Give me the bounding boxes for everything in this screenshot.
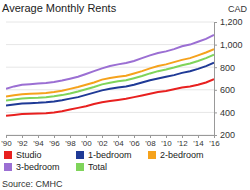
x-tick-mark [214, 135, 215, 138]
legend-swatch [4, 163, 12, 171]
y-tick-mark [214, 45, 217, 46]
x-tick: '02 [97, 135, 108, 148]
y-tick-label: 200 [220, 130, 235, 140]
legend-swatch [148, 151, 156, 159]
x-tick-mark [86, 135, 87, 138]
x-tick-mark [134, 135, 135, 138]
y-axis-label: CAD [228, 4, 248, 14]
x-tick-label: '08 [145, 139, 156, 148]
y-axis: 200 400 600 800 1,000 1,200 [214, 17, 243, 140]
legend-item: Studio [4, 150, 42, 160]
x-axis-line [7, 136, 215, 139]
x-tick: '90 [1, 135, 12, 148]
y-tick: 800 [214, 63, 235, 73]
x-tick-label: '00 [81, 139, 92, 148]
x-tick-label: '10 [161, 139, 172, 148]
x-tick-label: '14 [193, 139, 204, 148]
plot-area [6, 35, 214, 116]
x-tick-mark [118, 135, 119, 138]
y-tick: 600 [214, 85, 235, 95]
x-tick-label: '96 [49, 139, 60, 148]
x-tick: '08 [145, 135, 156, 148]
legend-item: 2-bedroom [148, 150, 204, 160]
y-tick: 1,200 [214, 17, 243, 27]
x-tick-label: '98 [65, 139, 76, 148]
x-tick-label: '06 [129, 139, 140, 148]
legend-label: 2-bedroom [160, 150, 204, 160]
x-tick-mark [38, 135, 39, 138]
series-line [6, 49, 214, 96]
x-axis: '90 '92 '94 '96 '98 '00 '02 '04 '06 '08 '10 '12 '14 '… [1, 135, 220, 148]
legend-item: Total [76, 162, 107, 172]
x-tick-mark [150, 135, 151, 138]
x-tick-mark [102, 135, 103, 138]
x-tick: '98 [65, 135, 76, 148]
y-tick-mark [214, 67, 217, 68]
legend-swatch [4, 151, 12, 159]
legend-swatch [76, 151, 84, 159]
x-tick-label: '90 [1, 139, 12, 148]
chart: Average Monthly Rents CAD 200 400 600 800 1,00… [0, 0, 250, 190]
x-tick-label: '92 [17, 139, 28, 148]
x-tick: '12 [177, 135, 188, 148]
x-tick: '16 [209, 135, 220, 148]
x-tick: '92 [17, 135, 28, 148]
legend-label: Studio [16, 150, 42, 160]
grid [6, 22, 214, 135]
y-tick: 1,000 [214, 40, 243, 50]
y-tick-mark [214, 112, 217, 113]
legend-item: 3-bedroom [4, 162, 60, 172]
x-tick-mark [182, 135, 183, 138]
y-tick-mark [214, 90, 217, 91]
y-tick-mark [214, 22, 217, 23]
legend-label: 1-bedroom [88, 150, 132, 160]
y-tick-label: 1,200 [220, 17, 243, 27]
title: Average Monthly Rents [2, 2, 117, 14]
series-line [6, 35, 214, 89]
legend-label: 3-bedroom [16, 162, 60, 172]
x-tick-mark [22, 135, 23, 138]
x-tick-label: '04 [113, 139, 124, 148]
x-tick-mark [6, 135, 7, 138]
y-tick-label: 600 [220, 85, 235, 95]
x-tick-label: '16 [209, 139, 220, 148]
x-tick-mark [70, 135, 71, 138]
x-tick-label: '12 [177, 139, 188, 148]
legend-label: Total [88, 162, 107, 172]
y-tick: 400 [214, 108, 235, 118]
x-tick: '14 [193, 135, 204, 148]
x-tick-mark [166, 135, 167, 138]
source: Source: CMHC [2, 179, 63, 189]
y-tick-label: 400 [220, 108, 235, 118]
x-tick: '94 [33, 135, 44, 148]
legend-item: 1-bedroom [76, 150, 132, 160]
x-tick-label: '02 [97, 139, 108, 148]
x-tick: '96 [49, 135, 60, 148]
x-tick: '04 [113, 135, 124, 148]
legend: Studio 1-bedroom 2-bedroom 3-bedroom Total [4, 150, 204, 172]
grid-line [6, 44, 214, 45]
legend-swatch [76, 163, 84, 171]
grid-line [6, 22, 214, 23]
x-tick: '06 [129, 135, 140, 148]
x-tick-mark [54, 135, 55, 138]
x-tick: '00 [81, 135, 92, 148]
x-tick: '10 [161, 135, 172, 148]
x-tick-mark [198, 135, 199, 138]
y-tick-label: 800 [220, 63, 235, 73]
x-tick-label: '94 [33, 139, 44, 148]
y-tick-label: 1,000 [220, 40, 243, 50]
y-axis-line [215, 23, 218, 136]
series-line [6, 55, 214, 101]
